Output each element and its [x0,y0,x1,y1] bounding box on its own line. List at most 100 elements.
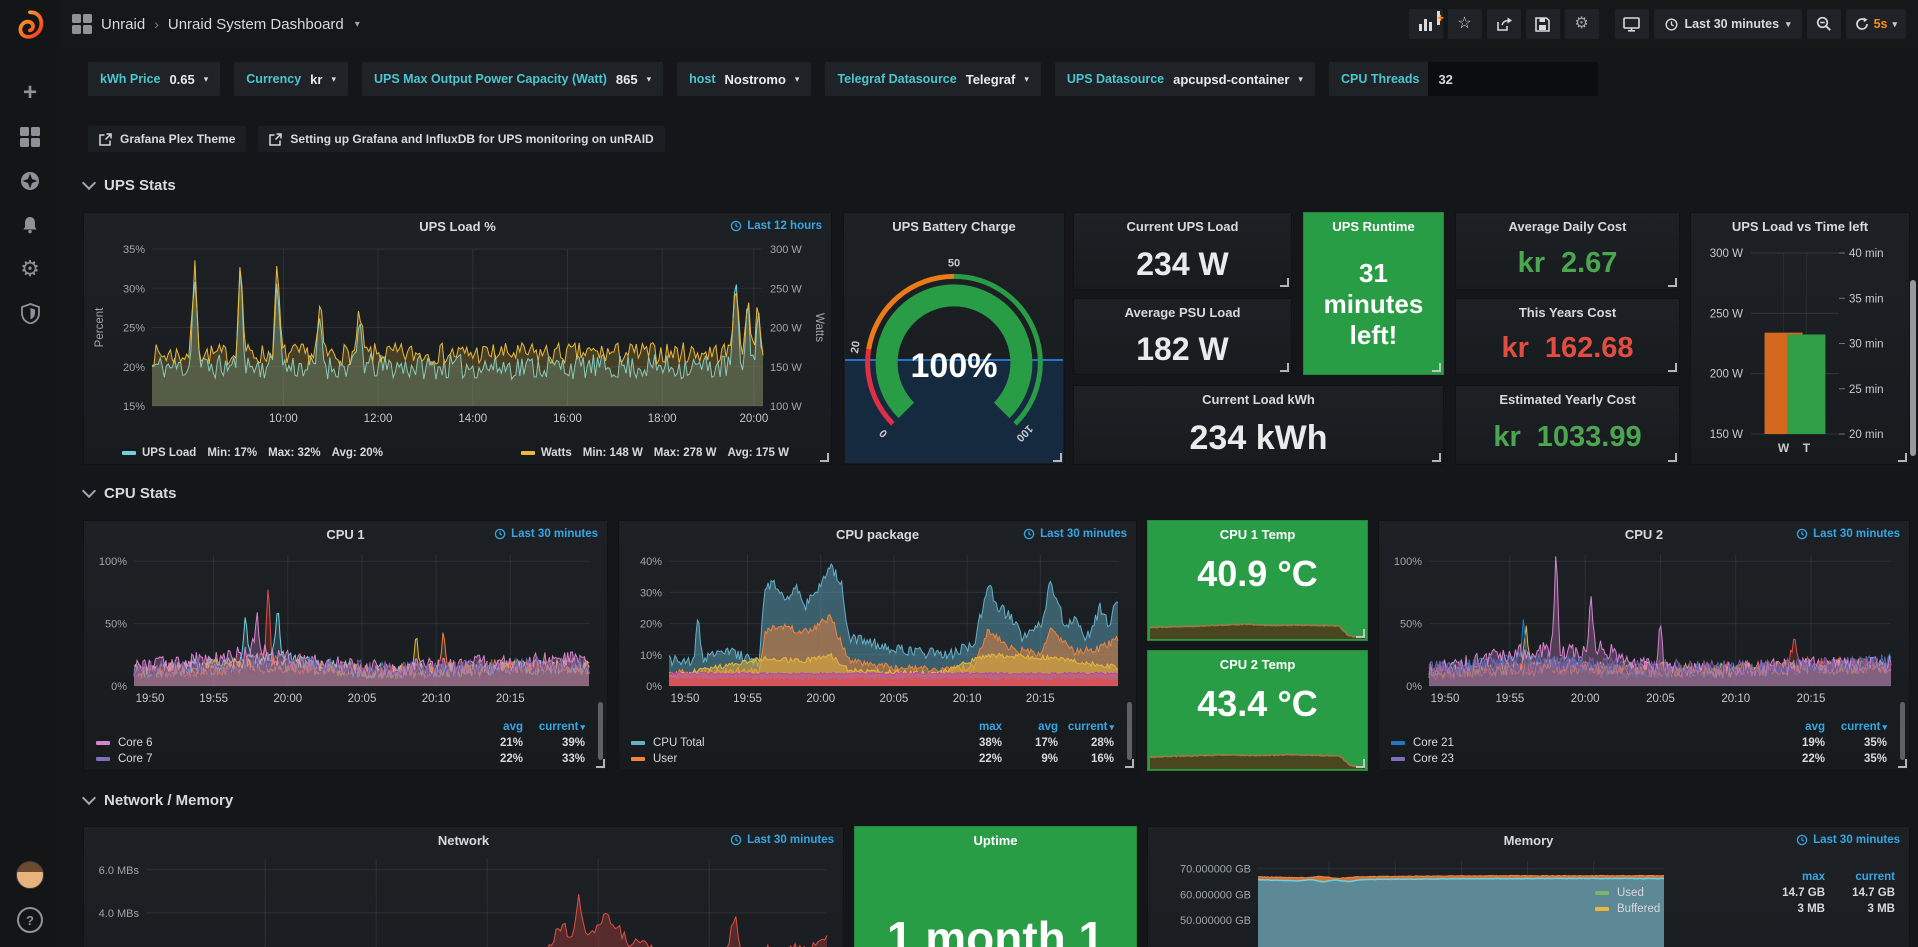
section-ups-stats[interactable]: UPS Stats [84,174,176,196]
legend-column-max[interactable]: max [1755,871,1825,883]
legend-series[interactable]: Core 23 [1391,753,1763,765]
panel-resize-handle[interactable] [1356,629,1365,638]
legend-column-current[interactable]: current [1825,871,1895,883]
panel-time-override[interactable]: Last 30 minutes [730,834,834,846]
section-network-memory[interactable]: Network / Memory [84,789,233,811]
legend-column-max[interactable]: max [946,721,1002,733]
legend-scrollbar[interactable] [1127,702,1132,760]
battery-gauge[interactable]: 02050100100% [846,239,1062,464]
cpu-package-chart[interactable]: 0%10%20%30%40%19:5019:5520:0020:0520:102… [625,547,1130,706]
legend-column-avg[interactable]: avg [1763,721,1825,733]
legend-series[interactable]: Used [1595,887,1755,899]
star-dashboard-button[interactable]: ☆ [1448,9,1482,39]
variable-kwh-price[interactable]: kWh Price 0.65 ▾ [88,62,220,96]
panel-title[interactable]: UPS Load vs Time left [1691,213,1909,239]
panel-time-override[interactable]: Last 30 minutes [494,528,598,540]
apps-grid-icon[interactable] [72,14,92,34]
variable-ups-datasource[interactable]: UPS Datasource apcupsd-container ▾ [1055,62,1315,96]
server-admin-shield-icon[interactable] [19,302,41,324]
create-plus-icon[interactable]: + [19,82,41,104]
panel-resize-handle[interactable] [1668,453,1677,462]
link-grafana-plex-theme[interactable]: Grafana Plex Theme [88,126,246,152]
panel-title[interactable]: Memory [1148,827,1909,853]
legend-column-current[interactable]: current▾ [1825,721,1887,733]
panel-title[interactable]: Average PSU Load [1074,299,1291,325]
panel-resize-handle[interactable] [1668,363,1677,372]
page-scrollbar[interactable] [1910,280,1916,456]
panel-resize-handle[interactable] [1668,278,1677,287]
panel-title[interactable]: UPS Battery Charge [844,213,1064,239]
legend-column-avg[interactable]: avg [1002,721,1058,733]
legend-series[interactable]: User [631,753,946,765]
ups-bar-chart[interactable]: 150 W200 W250 W300 W20 min25 min30 min35… [1695,239,1905,460]
legend-series[interactable]: WattsMin: 148 WMax: 278 WAvg: 175 W [521,447,789,459]
panel-title[interactable]: CPU 2 Temp [1148,651,1367,677]
cpu1-chart[interactable]: 0%50%100%19:5019:5520:0020:0520:1020:15 [90,547,601,706]
panel-resize-handle[interactable] [1898,759,1907,768]
panel-title[interactable]: This Years Cost [1456,299,1679,325]
legend-series[interactable]: Buffered [1595,903,1755,915]
panel-resize-handle[interactable] [1432,363,1441,372]
legend-series[interactable]: Core 7 [96,753,461,765]
panel-title[interactable]: UPS Load % [84,213,831,239]
legend-series[interactable]: Core 6 [96,737,461,749]
explore-compass-icon[interactable] [19,170,41,192]
help-icon[interactable]: ? [17,907,43,933]
panel-title[interactable]: CPU 1 Temp [1148,521,1367,547]
legend-value: 21% [461,737,523,749]
dashboard-title-caret-icon[interactable]: ▾ [355,19,360,30]
variable-currency[interactable]: Currency kr ▾ [234,62,348,96]
cpu2-chart[interactable]: 0%50%100%19:5019:5520:0020:0520:1020:15 [1385,547,1903,706]
save-dashboard-button[interactable] [1526,9,1560,39]
panel-title[interactable]: Estimated Yearly Cost [1456,386,1679,412]
panel-resize-handle[interactable] [1432,453,1441,462]
variable-telegraf-datasource[interactable]: Telegraf Datasource Telegraf ▾ [825,62,1040,96]
dashboards-icon[interactable] [19,126,41,148]
panel-resize-handle[interactable] [1356,759,1365,768]
panel-title[interactable]: Average Daily Cost [1456,213,1679,239]
panel-title[interactable]: Current UPS Load [1074,213,1291,239]
section-cpu-stats[interactable]: CPU Stats [84,482,177,504]
legend-series[interactable]: Core 21 [1391,737,1763,749]
grafana-logo[interactable] [13,8,47,42]
legend-column-avg[interactable]: avg [461,721,523,733]
ups-load-chart[interactable]: 15%20%25%30%35%100 W150 W200 W250 W300 W… [90,239,825,428]
cpu-threads-input[interactable] [1428,62,1598,96]
panel-resize-handle[interactable] [1125,759,1134,768]
breadcrumb-app[interactable]: Unraid [101,16,145,33]
variable-ups-max-output[interactable]: UPS Max Output Power Capacity (Watt) 865… [362,62,663,96]
panel-title[interactable]: Current Load kWh [1074,386,1443,412]
panel-title[interactable]: UPS Runtime [1304,213,1443,239]
panel-resize-handle[interactable] [1280,363,1289,372]
panel-title[interactable]: Uptime [855,827,1136,853]
panel-resize-handle[interactable] [1053,453,1062,462]
panel-time-override[interactable]: Last 30 minutes [1796,528,1900,540]
configuration-gear-icon[interactable]: ⚙ [19,258,41,280]
legend-scrollbar[interactable] [1900,702,1905,760]
panel-time-override[interactable]: Last 12 hours [730,220,822,232]
time-range-picker[interactable]: Last 30 minutes ▾ [1654,9,1802,39]
dashboard-settings-button[interactable]: ⚙ [1565,9,1599,39]
panel-resize-handle[interactable] [1898,453,1907,462]
variable-host[interactable]: host Nostromo ▾ [677,62,811,96]
panel-time-override[interactable]: Last 30 minutes [1023,528,1127,540]
panel-resize-handle[interactable] [596,759,605,768]
breadcrumb-page-title[interactable]: Unraid System Dashboard [168,16,344,33]
refresh-picker[interactable]: 5s ▾ [1846,9,1906,39]
legend-scrollbar[interactable] [598,702,603,760]
add-panel-button[interactable]: + [1409,9,1443,39]
panel-resize-handle[interactable] [820,453,829,462]
user-avatar[interactable] [16,861,44,889]
alerting-bell-icon[interactable] [19,214,41,236]
share-dashboard-button[interactable] [1487,9,1521,39]
zoom-out-button[interactable] [1807,9,1841,39]
legend-column-current[interactable]: current▾ [1058,721,1114,733]
legend-column-current[interactable]: current▾ [523,721,585,733]
panel-resize-handle[interactable] [1280,278,1289,287]
panel-time-override[interactable]: Last 30 minutes [1796,834,1900,846]
link-ups-monitoring-guide[interactable]: Setting up Grafana and InfluxDB for UPS … [258,126,664,152]
network-chart[interactable]: 2.0 MBs4.0 MBs6.0 MBs [90,853,837,947]
legend-series[interactable]: UPS LoadMin: 17%Max: 32%Avg: 20% [122,447,383,459]
cycle-view-mode-button[interactable] [1615,9,1649,39]
legend-series[interactable]: CPU Total [631,737,946,749]
